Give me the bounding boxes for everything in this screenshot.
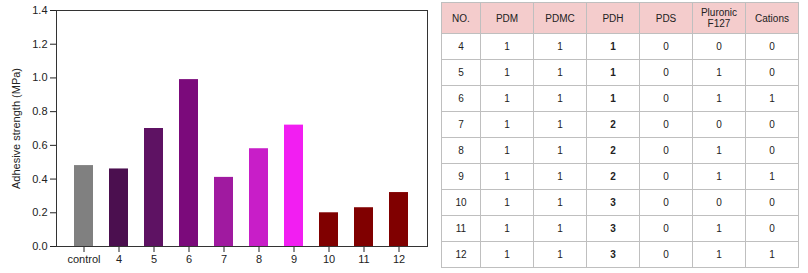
svg-text:10: 10 xyxy=(323,253,335,265)
html-text:11: 11 xyxy=(455,223,467,234)
html-text:1: 1 xyxy=(557,41,563,52)
html-text:3: 3 xyxy=(610,223,616,234)
html-text:PDH: PDH xyxy=(602,12,624,24)
html-text:Cations: Cations xyxy=(755,12,789,24)
html-text:0: 0 xyxy=(769,223,775,234)
html-text:1: 1 xyxy=(504,119,510,130)
svg-text:9: 9 xyxy=(291,253,297,265)
html-text:0: 0 xyxy=(663,145,669,156)
html-text:0: 0 xyxy=(663,249,669,260)
html-text:1: 1 xyxy=(557,67,563,78)
html-text:10: 10 xyxy=(455,197,467,208)
html-text:0: 0 xyxy=(769,197,775,208)
html-text:1: 1 xyxy=(557,93,563,104)
html-text:0: 0 xyxy=(663,41,669,52)
html-text:1: 1 xyxy=(716,67,722,78)
html-text:0: 0 xyxy=(663,93,669,104)
html-text:0: 0 xyxy=(663,119,669,130)
svg-text:7: 7 xyxy=(221,253,227,265)
html-text:0: 0 xyxy=(769,41,775,52)
svg-text:1.4: 1.4 xyxy=(32,4,47,16)
html-text:1: 1 xyxy=(504,249,510,260)
html-text:1: 1 xyxy=(557,145,563,156)
html-text:1: 1 xyxy=(504,171,510,182)
svg-text:1.0: 1.0 xyxy=(32,71,47,83)
html-text:0: 0 xyxy=(663,67,669,78)
html-text:3: 3 xyxy=(610,197,616,208)
html-text:1: 1 xyxy=(769,171,775,182)
html-text:1: 1 xyxy=(504,145,510,156)
html-text:0: 0 xyxy=(769,67,775,78)
html-text:1: 1 xyxy=(610,93,616,104)
html-text:0: 0 xyxy=(663,223,669,234)
html-text:PDMC: PDMC xyxy=(545,12,575,24)
html-text:2: 2 xyxy=(610,119,616,130)
html-text:2: 2 xyxy=(610,145,616,156)
svg-text:0.0: 0.0 xyxy=(32,240,47,252)
html-text:1: 1 xyxy=(557,171,563,182)
html-text:1: 1 xyxy=(504,93,510,104)
html-text:Pluronic F127: Pluronic F127 xyxy=(700,7,738,29)
html-text:1: 1 xyxy=(716,145,722,156)
html-text:1: 1 xyxy=(716,249,722,260)
html-text:0: 0 xyxy=(716,197,722,208)
svg-text:4: 4 xyxy=(116,253,122,265)
html-text:1: 1 xyxy=(504,67,510,78)
html-text:1: 1 xyxy=(504,223,510,234)
html-text:0: 0 xyxy=(663,197,669,208)
html-text:1: 1 xyxy=(504,197,510,208)
html-text:0: 0 xyxy=(716,41,722,52)
html-text:1: 1 xyxy=(610,67,616,78)
svg-text:11: 11 xyxy=(358,253,369,265)
html-text:NO.: NO. xyxy=(452,12,470,24)
html-text:PDS: PDS xyxy=(655,12,677,24)
svg-text:8: 8 xyxy=(256,253,262,265)
html-text:12: 12 xyxy=(455,249,467,260)
svg-text:0.2: 0.2 xyxy=(32,206,47,218)
html-text:1: 1 xyxy=(610,41,616,52)
html-text:7: 7 xyxy=(458,119,464,130)
html-text:2: 2 xyxy=(610,171,616,182)
html-text:8: 8 xyxy=(458,145,464,156)
svg-text:6: 6 xyxy=(186,253,192,265)
html-text:1: 1 xyxy=(557,119,563,130)
svg-text:0.8: 0.8 xyxy=(32,105,47,117)
svg-text:0.4: 0.4 xyxy=(32,173,47,185)
html-text:1: 1 xyxy=(769,93,775,104)
html-text:PDM: PDM xyxy=(495,12,519,24)
html-text:0: 0 xyxy=(769,119,775,130)
html-text:1: 1 xyxy=(557,223,563,234)
html-text:4: 4 xyxy=(458,41,464,52)
html-text:1: 1 xyxy=(557,197,563,208)
svg-text:1.2: 1.2 xyxy=(32,38,47,50)
html-text:6: 6 xyxy=(458,93,464,104)
html-text:1: 1 xyxy=(716,171,722,182)
svg-text:5: 5 xyxy=(151,253,157,265)
html-text:3: 3 xyxy=(610,249,616,260)
html-text:5: 5 xyxy=(458,67,464,78)
html-text:0: 0 xyxy=(716,119,722,130)
html-text:1: 1 xyxy=(716,93,722,104)
html-text:1: 1 xyxy=(504,41,510,52)
svg-text:Adhesive strength (MPa): Adhesive strength (MPa) xyxy=(10,68,22,189)
html-text:9: 9 xyxy=(458,171,464,182)
html-text:1: 1 xyxy=(716,223,722,234)
svg-text:12: 12 xyxy=(393,253,405,265)
html-text:0: 0 xyxy=(663,171,669,182)
html-text:1: 1 xyxy=(769,249,775,260)
html-text:0: 0 xyxy=(769,145,775,156)
svg-text:0.6: 0.6 xyxy=(32,139,47,151)
html-text:1: 1 xyxy=(557,249,563,260)
svg-text:control: control xyxy=(67,253,100,265)
